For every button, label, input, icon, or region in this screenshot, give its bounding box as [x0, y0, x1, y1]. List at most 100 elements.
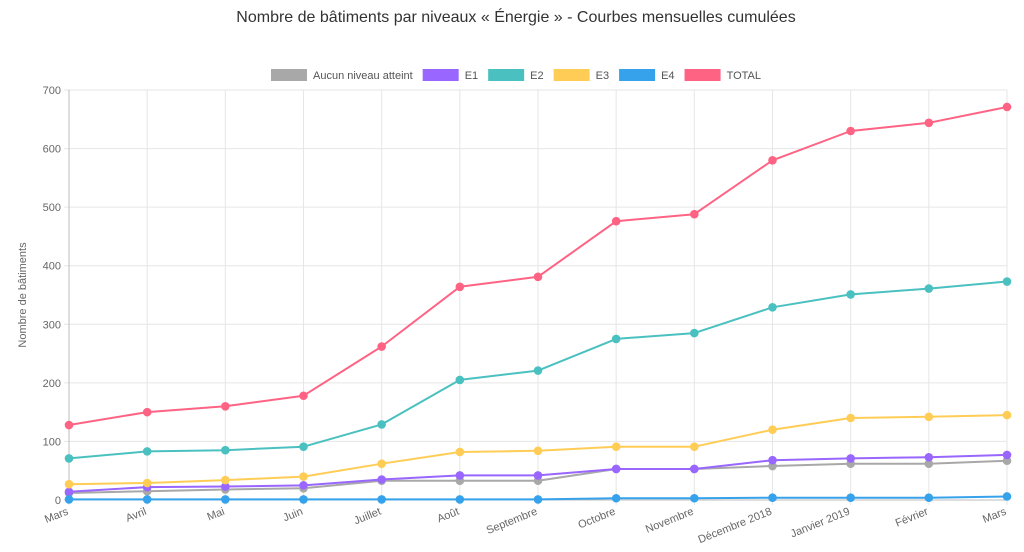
data-point-e2[interactable] — [377, 420, 386, 429]
data-point-e1[interactable] — [455, 471, 465, 480]
legend-item-aucun-niveau-atteint[interactable]: Aucun niveau atteint — [271, 69, 413, 82]
legend-item-e1[interactable]: E1 — [422, 69, 478, 82]
data-point-e1[interactable] — [924, 452, 934, 462]
legend-swatch — [422, 69, 459, 81]
data-point-e2[interactable] — [1002, 277, 1012, 286]
legend-swatch — [271, 69, 307, 81]
x-tick-label: Octobre — [577, 506, 618, 532]
legend-item-e3[interactable]: E3 — [553, 69, 609, 82]
data-point-total[interactable] — [533, 272, 543, 282]
y-tick-label: 700 — [43, 85, 61, 97]
data-point-e3[interactable] — [221, 475, 230, 485]
x-tick-label: Août — [435, 506, 460, 526]
x-tick-label: Juillet — [352, 506, 383, 528]
data-point-e2[interactable] — [690, 328, 699, 338]
y-tick-label: 600 — [43, 144, 61, 156]
data-point-e1[interactable] — [690, 464, 699, 474]
data-point-e4[interactable] — [142, 495, 152, 504]
data-point-total[interactable] — [690, 209, 699, 219]
series-e2 — [64, 277, 1012, 463]
x-tick-label: Mars — [43, 505, 71, 525]
data-point-e1[interactable] — [611, 464, 621, 474]
y-tick-label: 300 — [43, 319, 61, 331]
legend-item-total[interactable]: TOTAL — [684, 69, 761, 82]
data-point-e4[interactable] — [611, 493, 621, 503]
legend-swatch — [619, 69, 656, 81]
data-point-e1[interactable] — [64, 487, 74, 497]
data-point-total[interactable] — [768, 155, 777, 165]
data-point-total[interactable] — [64, 420, 74, 430]
data-point-total[interactable] — [142, 407, 152, 417]
x-tick-label: Juin — [281, 506, 304, 525]
series-group — [64, 102, 1012, 504]
data-point-total[interactable] — [611, 216, 621, 226]
data-point-e4[interactable] — [299, 495, 308, 504]
data-point-e4[interactable] — [533, 495, 543, 504]
data-point-e3[interactable] — [533, 446, 543, 456]
data-point-e1[interactable] — [299, 481, 308, 490]
legend-label: Aucun niveau atteint — [313, 70, 413, 82]
data-point-e1[interactable] — [1002, 450, 1012, 460]
data-point-e4[interactable] — [455, 495, 465, 504]
data-point-e3[interactable] — [64, 479, 74, 489]
axes: 0 100 200 300 400 500 600 700 Mars Avril Mai Juin Ju… — [43, 85, 1009, 546]
data-point-e2[interactable] — [299, 442, 308, 452]
legend-label: E1 — [465, 70, 478, 82]
legend-label: E3 — [596, 70, 609, 82]
data-point-total[interactable] — [1002, 102, 1012, 112]
legend-label: E4 — [661, 70, 674, 82]
data-point-e1[interactable] — [533, 471, 543, 480]
data-point-e3[interactable] — [924, 412, 934, 422]
legend-item-e2[interactable]: E2 — [488, 69, 544, 82]
data-point-e3[interactable] — [1002, 410, 1012, 420]
y-tick-label: 100 — [43, 436, 61, 448]
legend-swatch — [553, 69, 590, 81]
data-point-e3[interactable] — [142, 478, 152, 488]
data-point-e1[interactable] — [768, 455, 777, 465]
data-point-e4[interactable] — [221, 495, 230, 504]
data-point-e4[interactable] — [1002, 492, 1012, 501]
x-tick-label: Avril — [124, 506, 148, 525]
data-point-e3[interactable] — [846, 413, 855, 423]
data-point-e2[interactable] — [533, 366, 543, 375]
data-point-e2[interactable] — [611, 334, 621, 344]
data-point-total[interactable] — [846, 126, 855, 136]
x-tick-label: Janvier 2019 — [789, 506, 852, 541]
data-point-e4[interactable] — [377, 495, 386, 504]
legend-swatch — [488, 69, 525, 81]
data-point-e2[interactable] — [64, 454, 74, 463]
data-point-e2[interactable] — [768, 303, 777, 312]
series-e4 — [64, 492, 1012, 504]
data-point-total[interactable] — [455, 282, 465, 292]
data-point-e2[interactable] — [221, 445, 230, 455]
data-point-e4[interactable] — [64, 495, 74, 504]
data-point-total[interactable] — [924, 118, 934, 128]
series-e3 — [64, 410, 1012, 489]
data-point-e2[interactable] — [455, 375, 465, 385]
data-point-e1[interactable] — [846, 454, 855, 463]
data-point-e3[interactable] — [768, 425, 777, 435]
data-point-e2[interactable] — [142, 447, 152, 456]
data-point-e2[interactable] — [846, 290, 855, 299]
data-point-e4[interactable] — [924, 493, 934, 502]
legend-item-e4[interactable]: E4 — [619, 69, 675, 82]
legend-label: E2 — [530, 70, 543, 82]
data-point-total[interactable] — [221, 401, 230, 411]
data-point-e4[interactable] — [690, 493, 699, 503]
x-tick-label: Mars — [981, 505, 1009, 525]
data-point-total[interactable] — [299, 391, 308, 401]
data-point-e3[interactable] — [377, 459, 386, 468]
chart-title: Nombre de bâtiments par niveaux « Énergi… — [236, 7, 795, 26]
data-point-total[interactable] — [377, 342, 386, 351]
data-point-e3[interactable] — [611, 442, 621, 452]
data-point-e3[interactable] — [455, 447, 465, 457]
data-point-e3[interactable] — [299, 472, 308, 481]
x-tick-label: Décembre 2018 — [697, 506, 774, 546]
data-point-e4[interactable] — [846, 493, 855, 502]
y-tick-label: 0 — [55, 495, 61, 507]
data-point-e1[interactable] — [377, 475, 386, 484]
data-point-e4[interactable] — [768, 493, 777, 502]
data-point-e2[interactable] — [924, 284, 934, 293]
data-point-e3[interactable] — [690, 442, 699, 452]
